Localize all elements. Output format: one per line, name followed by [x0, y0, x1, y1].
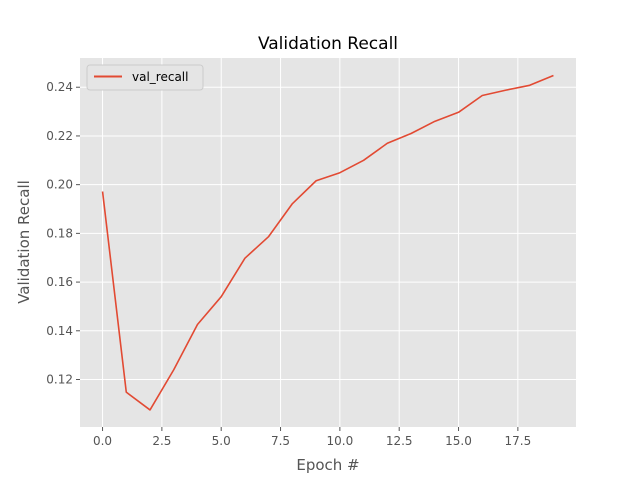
legend-box: [86, 64, 204, 91]
legend: val_recall: [86, 64, 204, 91]
x-axis-label: Epoch #: [296, 456, 359, 474]
y-tick-label: 0.14: [46, 324, 73, 338]
legend-label: val_recall: [132, 70, 188, 84]
y-axis-ticks: 0.12 0.14 0.16 0.18 0.20 0.22 0.24: [46, 80, 80, 387]
grid: [80, 58, 576, 427]
y-tick-label: 0.12: [46, 373, 73, 387]
plot-background: [80, 58, 576, 427]
series-layer: [101, 74, 554, 411]
y-tick-label: 0.16: [46, 275, 73, 289]
x-tick-label: 7.5: [271, 434, 290, 448]
x-axis-ticks: 0.0 2.5 5.0 7.5 10.0 12.5 15.0 17.5: [93, 427, 531, 448]
x-tick-label: 0.0: [93, 434, 112, 448]
y-axis-label: Validation Recall: [15, 180, 33, 304]
series-line-val_recall: [101, 74, 554, 411]
y-tick-label: 0.20: [46, 178, 73, 192]
x-tick-label: 2.5: [152, 434, 171, 448]
x-tick-label: 17.5: [504, 434, 531, 448]
chart-title: Validation Recall: [258, 34, 398, 54]
y-tick-label: 0.24: [46, 80, 73, 94]
x-tick-label: 15.0: [445, 434, 472, 448]
y-tick-label: 0.18: [46, 226, 73, 240]
x-tick-label: 10.0: [327, 434, 354, 448]
x-tick-label: 12.5: [386, 434, 413, 448]
y-tick-label: 0.22: [46, 129, 73, 143]
x-tick-label: 5.0: [212, 434, 231, 448]
